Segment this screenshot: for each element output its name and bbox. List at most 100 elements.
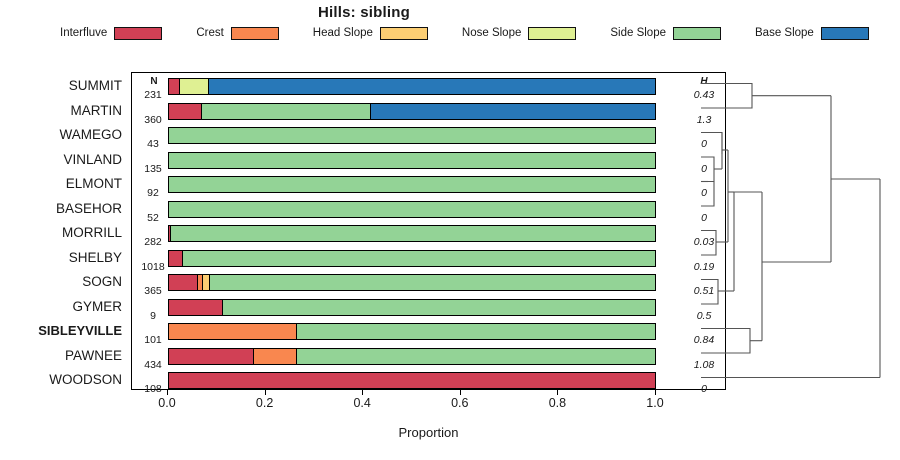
bar-segment-side-slope[interactable] bbox=[169, 152, 655, 168]
legend-item-interfluve[interactable]: Interfluve bbox=[60, 26, 196, 40]
bar-segment-side-slope[interactable] bbox=[169, 128, 655, 143]
n-value: 108 bbox=[144, 383, 162, 395]
n-value: 43 bbox=[147, 138, 159, 150]
bar-segment-base-slope[interactable] bbox=[208, 79, 655, 94]
legend-label: Nose Slope bbox=[461, 27, 522, 39]
bar-segment-crest[interactable] bbox=[169, 324, 297, 339]
row-label-woodson: WOODSON bbox=[49, 372, 122, 387]
bar-segment-interfluve[interactable] bbox=[169, 348, 255, 364]
x-axis-tick bbox=[459, 390, 461, 395]
n-value: 434 bbox=[144, 358, 162, 371]
table-row[interactable] bbox=[168, 102, 656, 120]
x-axis-tick bbox=[167, 390, 168, 395]
table-row[interactable] bbox=[168, 372, 656, 389]
table-row[interactable] bbox=[168, 225, 656, 242]
legend-item-head-slope[interactable]: Head Slope bbox=[313, 26, 462, 40]
bar-segment-nose-slope[interactable] bbox=[179, 79, 209, 94]
row-label-summit: SUMMIT bbox=[68, 78, 122, 93]
n-value: 1018 bbox=[141, 260, 165, 273]
table-row[interactable] bbox=[168, 127, 656, 144]
h-value: 0.19 bbox=[693, 260, 715, 273]
chart-legend: Interfluve Crest Head Slope Nose Slope Side … bbox=[60, 24, 869, 42]
table-row[interactable] bbox=[168, 249, 656, 267]
h-value: 0.5 bbox=[696, 309, 712, 322]
x-axis-tick bbox=[362, 390, 364, 395]
h-value: 0 bbox=[701, 162, 707, 175]
h-value: 0.84 bbox=[693, 334, 715, 346]
bar-segment-interfluve[interactable] bbox=[169, 103, 203, 119]
page-title: Hills: sibling bbox=[318, 4, 410, 21]
bar-segment-head-slope[interactable] bbox=[203, 275, 210, 290]
table-row[interactable] bbox=[168, 78, 656, 95]
n-value: 365 bbox=[144, 285, 162, 297]
bar-segment-crest[interactable] bbox=[254, 348, 297, 364]
legend-item-base-slope[interactable]: Base Slope bbox=[755, 26, 900, 40]
bar-segment-side-slope[interactable] bbox=[202, 103, 371, 119]
bar-segment-interfluve[interactable] bbox=[169, 299, 223, 315]
series-label-column: SUMMIT MARTIN WAMEGO VINLAND ELMONT BASEHOR MO… bbox=[0, 72, 126, 390]
table-row[interactable] bbox=[168, 323, 656, 340]
legend-label: Side Slope bbox=[610, 27, 666, 39]
row-label-vinland: VINLAND bbox=[63, 151, 122, 167]
row-label-wamego: WAMEGO bbox=[59, 127, 123, 142]
row-label-sibleyville: SIBLEYVILLE bbox=[38, 323, 122, 338]
table-row[interactable] bbox=[168, 274, 656, 291]
legend-swatch-icon bbox=[820, 26, 869, 40]
bar-segment-side-slope[interactable] bbox=[209, 275, 655, 290]
row-label-basehor: BASEHOR bbox=[55, 200, 122, 216]
legend-swatch-icon bbox=[528, 26, 577, 40]
legend-item-side-slope[interactable]: Side Slope bbox=[610, 26, 755, 40]
x-axis-label: Proportion bbox=[398, 425, 459, 440]
h-value: 0 bbox=[701, 211, 707, 224]
bar-segment-side-slope[interactable] bbox=[222, 299, 655, 315]
row-label-elmont: ELMONT bbox=[65, 176, 122, 191]
bar-segment-crest[interactable] bbox=[198, 275, 204, 290]
legend-item-crest[interactable]: Crest bbox=[196, 26, 312, 40]
h-value: 0.43 bbox=[693, 89, 715, 101]
bar-segment-side-slope[interactable] bbox=[296, 348, 655, 364]
row-label-martin: MARTIN bbox=[70, 102, 122, 118]
bar-segment-side-slope[interactable] bbox=[169, 201, 655, 217]
bar-segment-side-slope[interactable] bbox=[296, 324, 655, 339]
legend-item-nose-slope[interactable]: Nose Slope bbox=[461, 26, 610, 40]
bar-segment-side-slope[interactable] bbox=[169, 177, 655, 192]
h-value: 0 bbox=[701, 383, 707, 395]
legend-label: Crest bbox=[196, 27, 224, 39]
bar-segment-side-slope[interactable] bbox=[171, 226, 655, 241]
x-axis-tick-label: 0.2 bbox=[255, 396, 274, 410]
bar-segment-interfluve[interactable] bbox=[169, 250, 183, 266]
h-value: 0 bbox=[701, 187, 707, 199]
h-value: 1.08 bbox=[693, 358, 715, 371]
n-value: 9 bbox=[150, 309, 156, 322]
legend-swatch-icon bbox=[379, 26, 428, 40]
x-axis-tick bbox=[655, 390, 656, 395]
bar-segment-interfluve[interactable] bbox=[169, 373, 655, 388]
legend-label: Interfluve bbox=[60, 27, 108, 39]
h-value: 1.3 bbox=[696, 113, 712, 126]
bar-segment-interfluve[interactable] bbox=[169, 226, 172, 241]
bar-segment-base-slope[interactable] bbox=[370, 103, 655, 119]
legend-swatch-icon bbox=[230, 26, 279, 40]
x-axis-tick-label: 0.4 bbox=[353, 396, 371, 410]
legend-swatch-icon bbox=[673, 26, 721, 40]
n-value: 231 bbox=[144, 89, 162, 101]
table-row[interactable] bbox=[168, 298, 656, 316]
bar-segment-side-slope[interactable] bbox=[182, 250, 655, 266]
n-column-header: N bbox=[150, 76, 158, 87]
n-value: 360 bbox=[144, 113, 162, 126]
table-row[interactable] bbox=[168, 176, 656, 193]
row-label-pawnee: PAWNEE bbox=[64, 347, 122, 363]
x-axis-tick-label: 0.8 bbox=[548, 396, 567, 410]
dendrogram bbox=[701, 82, 881, 379]
bar-segment-interfluve[interactable] bbox=[169, 79, 180, 94]
bar-segment-interfluve[interactable] bbox=[169, 275, 199, 290]
stacked-bar-plot-area: N H 231 0.43 360 1.3 43 0 135 0 92 0 52 0 282 0.03 101… bbox=[131, 72, 726, 394]
h-value: 0 bbox=[701, 138, 707, 150]
n-value: 282 bbox=[144, 236, 162, 248]
table-row[interactable] bbox=[168, 200, 656, 218]
row-label-morrill: MORRILL bbox=[61, 225, 122, 240]
n-value: 52 bbox=[147, 211, 159, 224]
table-row[interactable] bbox=[168, 151, 656, 169]
table-row[interactable] bbox=[168, 347, 656, 365]
row-label-sogn: SOGN bbox=[82, 274, 122, 289]
